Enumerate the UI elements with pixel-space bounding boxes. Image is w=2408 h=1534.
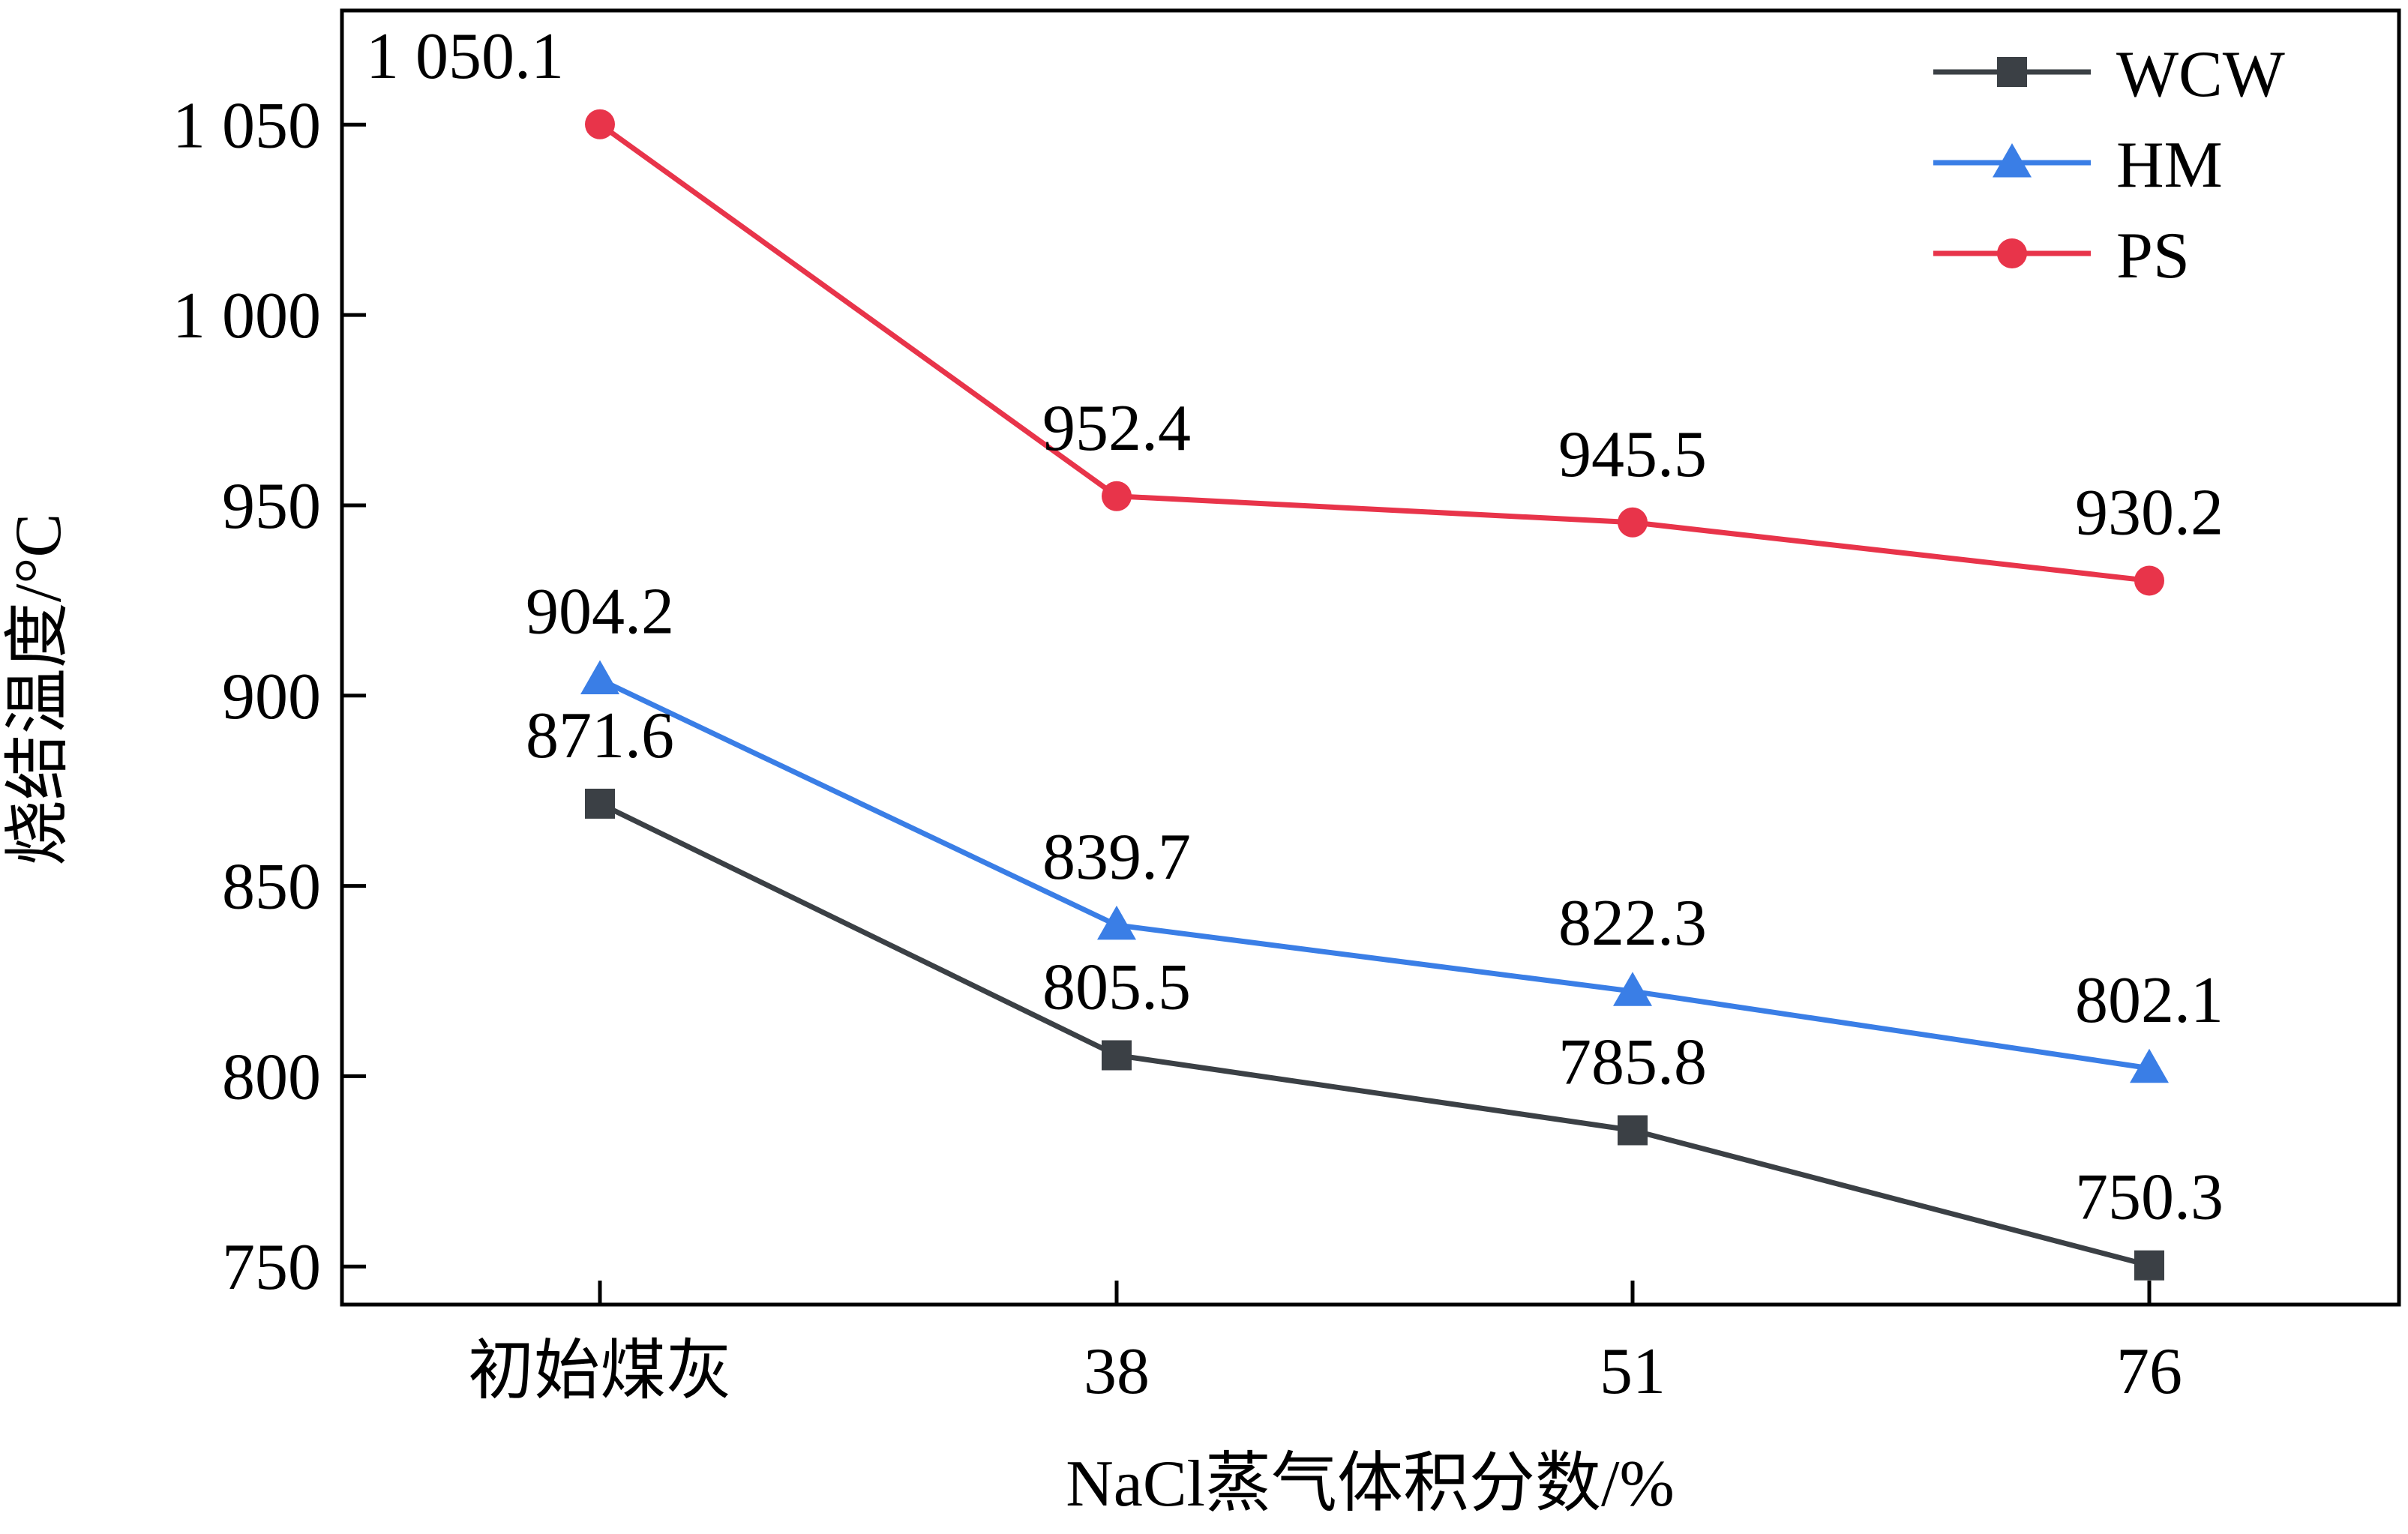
plot-frame [340, 8, 2401, 1307]
legend-label: HM [2116, 129, 2223, 202]
data-label: 822.3 [1558, 887, 1707, 960]
legend-item-ps: PS [1933, 220, 2190, 292]
circle-marker [1997, 238, 2027, 268]
data-label: 952.4 [1042, 392, 1191, 465]
y-axis: 750 800 850 900 950 1 000 1 050 [172, 89, 366, 1304]
triangle-marker [580, 660, 619, 694]
series-wcw [585, 788, 2164, 1281]
y-tick-label: 1 000 [172, 280, 321, 352]
data-label: 930.2 [2075, 476, 2224, 549]
data-labels: 871.6 805.5 785.8 750.3 904.2 839.7 822.3 802.1… [366, 20, 2224, 1234]
triangle-marker [1613, 972, 1652, 1006]
y-tick-label: 800 [222, 1041, 321, 1113]
square-marker [585, 788, 615, 819]
series-line-hm [598, 677, 2150, 1071]
data-label: 839.7 [1042, 821, 1191, 894]
x-axis: 初始煤灰 38 51 76 [468, 1281, 2182, 1408]
data-label: 805.5 [1042, 951, 1191, 1023]
circle-marker [1102, 481, 1132, 511]
square-marker [1618, 1115, 1648, 1146]
legend-label: PS [2116, 220, 2190, 292]
square-marker [1102, 1040, 1132, 1071]
triangle-marker [2130, 1048, 2169, 1083]
legend-label: WCW [2116, 38, 2285, 111]
data-label: 904.2 [526, 575, 674, 648]
y-axis-title: 烧结温度/°C [2, 514, 75, 866]
series-hm [580, 660, 2169, 1083]
y-tick-label: 900 [222, 661, 321, 733]
legend-item-hm: HM [1933, 129, 2223, 202]
x-axis-title: NaCl蒸气体积分数/% [1066, 1448, 1675, 1521]
y-tick-label: 750 [222, 1231, 321, 1304]
triangle-marker [1993, 143, 2032, 178]
y-tick-label: 850 [222, 851, 321, 924]
series-layer [580, 109, 2169, 1281]
triangle-marker [1097, 905, 1136, 940]
legend: WCW HM PS [1933, 38, 2285, 292]
square-marker [2134, 1250, 2164, 1281]
series-line-ps [598, 121, 2150, 583]
data-label: 802.1 [2075, 964, 2224, 1037]
circle-marker [585, 109, 615, 139]
x-tick-label: 初始煤灰 [468, 1335, 732, 1408]
series-line-wcw [598, 801, 2150, 1269]
circle-marker [2134, 565, 2164, 596]
legend-item-wcw: WCW [1933, 38, 2285, 111]
data-label: 945.5 [1558, 418, 1707, 491]
data-label: 785.8 [1558, 1026, 1707, 1098]
data-label: 871.6 [526, 700, 674, 772]
y-tick-label: 1 050 [172, 89, 321, 162]
y-tick-label: 950 [222, 470, 321, 543]
data-label: 750.3 [2075, 1161, 2224, 1234]
x-tick-label: 38 [1084, 1335, 1150, 1408]
series-ps [585, 109, 2164, 596]
x-tick-label: 76 [2116, 1335, 2182, 1408]
data-label: 1 050.1 [366, 20, 564, 93]
square-marker [1997, 57, 2027, 87]
circle-marker [1618, 507, 1648, 538]
x-tick-label: 51 [1600, 1335, 1666, 1408]
